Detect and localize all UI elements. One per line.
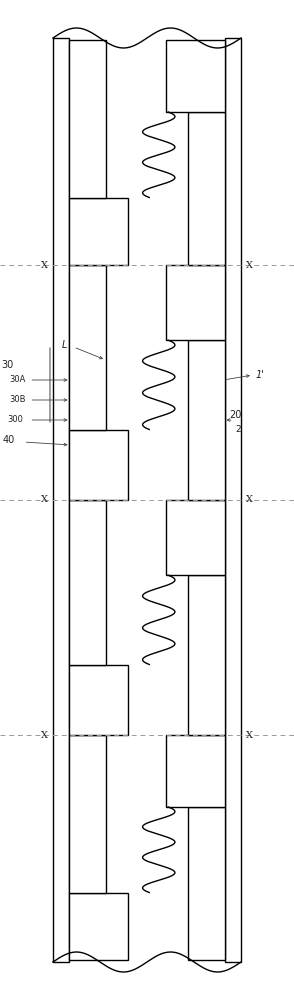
Bar [188, 807, 225, 960]
Bar [69, 40, 106, 198]
Text: 20: 20 [229, 410, 242, 420]
Text: 30A: 30A [9, 375, 25, 384]
Text: 2: 2 [235, 426, 241, 434]
Bar [166, 500, 225, 575]
Bar [69, 500, 106, 664]
Bar [188, 575, 225, 735]
Bar [69, 198, 128, 265]
Text: 300: 300 [7, 416, 23, 424]
Bar [69, 664, 128, 735]
Text: 1': 1' [256, 370, 265, 380]
Text: X: X [41, 730, 48, 740]
Text: X: X [246, 260, 253, 269]
Bar [69, 265, 106, 430]
Bar [69, 892, 128, 960]
Text: X: X [41, 495, 48, 504]
Text: 30: 30 [1, 360, 14, 370]
Text: X: X [246, 495, 253, 504]
Text: X: X [246, 730, 253, 740]
Bar [166, 265, 225, 340]
Bar [188, 340, 225, 500]
Text: L: L [62, 340, 67, 350]
Bar [53, 38, 69, 962]
Text: 30B: 30B [9, 395, 25, 404]
Text: X: X [41, 260, 48, 269]
Bar [225, 38, 241, 962]
Bar [166, 735, 225, 807]
Bar [69, 430, 128, 500]
Bar [69, 735, 106, 892]
Bar [166, 40, 225, 112]
Text: 40: 40 [3, 435, 15, 445]
Bar [188, 112, 225, 265]
